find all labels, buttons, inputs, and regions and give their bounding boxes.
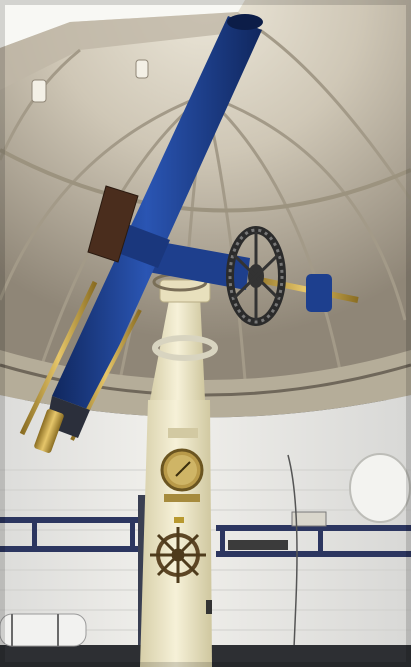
counterweight-rod <box>249 275 359 303</box>
finder-box <box>87 185 139 263</box>
counterweight <box>306 274 332 312</box>
left-shelf-top <box>0 517 138 523</box>
wall-round-plate <box>349 453 411 523</box>
pier-switch <box>206 600 212 614</box>
dial-plaque <box>164 494 200 502</box>
pier-collar-ring <box>152 335 218 361</box>
declination-gear-icon <box>226 226 286 326</box>
left-shelf-bracket <box>32 523 37 546</box>
left-shelf-bottom <box>0 546 138 552</box>
helm-wheel-icon <box>150 527 206 583</box>
dome-base-track <box>0 350 411 418</box>
floor-cylinder <box>0 613 87 647</box>
pier-fitting <box>174 517 184 523</box>
shelf-items <box>228 540 288 550</box>
declination-axis <box>148 240 250 290</box>
right-shelf-top <box>216 525 411 531</box>
dome-rail <box>0 363 411 397</box>
right-shelf-bracket <box>220 531 225 551</box>
brass-rod-left <box>19 280 98 436</box>
telescope-main-tube <box>52 16 262 410</box>
ceiling-lamp-center <box>135 59 149 79</box>
dome-ring <box>0 148 411 213</box>
eyepiece <box>34 409 64 453</box>
tube-aperture <box>227 14 263 30</box>
shelf-box <box>291 511 327 527</box>
slit-shutter-edge <box>0 12 260 90</box>
pier-upper-column <box>150 295 205 400</box>
ceiling-lamp-left <box>31 79 47 103</box>
left-shelf-bracket <box>130 523 135 546</box>
right-shelf-bracket <box>318 531 323 551</box>
wall-cable <box>287 454 298 649</box>
pier-nameplate <box>168 428 198 438</box>
right-shelf-bottom <box>216 551 411 557</box>
dome-slit-opening <box>0 0 245 48</box>
